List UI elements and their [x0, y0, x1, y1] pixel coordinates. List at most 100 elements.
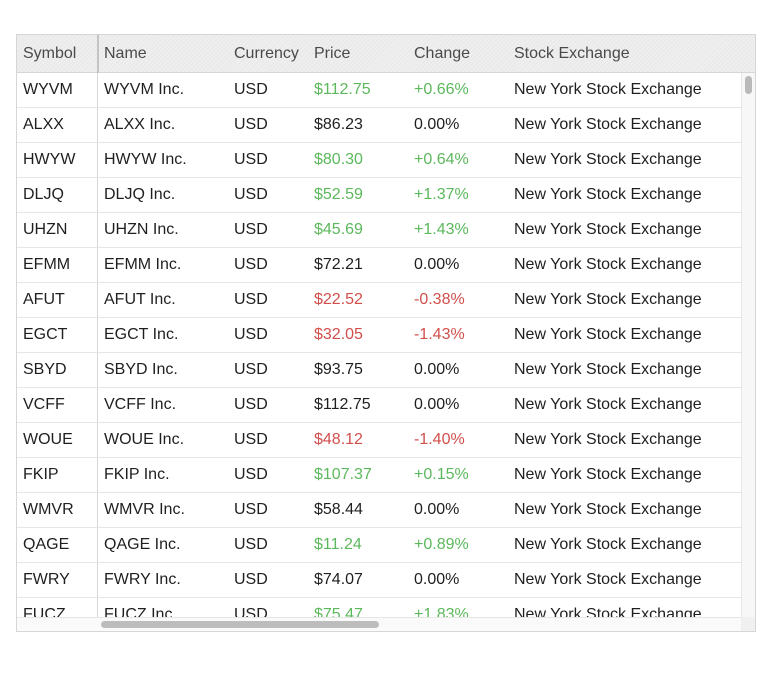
currency-cell[interactable]: USD [234, 326, 268, 343]
exchange-cell[interactable]: New York Stock Exchange [514, 361, 702, 378]
price-cell[interactable]: $74.07 [314, 571, 363, 588]
table-row[interactable]: HWYW HWYW Inc. USD $80.30 +0.64% New York Sto… [17, 143, 742, 178]
price-cell[interactable]: $32.05 [314, 326, 363, 343]
column-header-exchange[interactable]: Stock Exchange [514, 45, 630, 62]
change-cell[interactable]: +0.15% [414, 466, 469, 483]
currency-cell[interactable]: USD [234, 151, 268, 168]
symbol-cell[interactable]: ALXX [17, 108, 98, 142]
table-row[interactable]: DLJQ DLJQ Inc. USD $52.59 +1.37% New York Sto… [17, 178, 742, 213]
price-cell[interactable]: $45.69 [314, 221, 363, 238]
table-row[interactable]: ALXX ALXX Inc. USD $86.23 0.00% New York Stoc… [17, 108, 742, 143]
exchange-cell[interactable]: New York Stock Exchange [514, 536, 702, 553]
name-cell[interactable]: VCFF Inc. [104, 396, 177, 413]
change-cell[interactable]: +1.43% [414, 221, 469, 238]
symbol-cell[interactable]: WYVM [17, 73, 98, 107]
column-header-price[interactable]: Price [314, 45, 351, 62]
symbol-cell[interactable]: FKIP [17, 458, 98, 492]
vertical-scrollbar[interactable] [741, 73, 755, 618]
price-cell[interactable]: $48.12 [314, 431, 363, 448]
change-cell[interactable]: +1.83% [414, 606, 469, 618]
name-cell[interactable]: SBYD Inc. [104, 361, 178, 378]
price-cell[interactable]: $93.75 [314, 361, 363, 378]
name-cell[interactable]: ALXX Inc. [104, 116, 176, 133]
table-row[interactable]: EFMM EFMM Inc. USD $72.21 0.00% New York Stoc… [17, 248, 742, 283]
table-row[interactable]: QAGE QAGE Inc. USD $11.24 +0.89% New York Sto… [17, 528, 742, 563]
symbol-cell[interactable]: WMVR [17, 493, 98, 527]
currency-cell[interactable]: USD [234, 466, 268, 483]
table-row[interactable]: FUCZ FUCZ Inc. USD $75.47 +1.83% New York Sto… [17, 598, 742, 618]
change-cell[interactable]: -1.40% [414, 431, 465, 448]
name-cell[interactable]: HWYW Inc. [104, 151, 187, 168]
table-row[interactable]: AFUT AFUT Inc. USD $22.52 -0.38% New York Sto… [17, 283, 742, 318]
exchange-cell[interactable]: New York Stock Exchange [514, 431, 702, 448]
column-header-name[interactable]: Name [104, 45, 147, 62]
currency-cell[interactable]: USD [234, 81, 268, 98]
exchange-cell[interactable]: New York Stock Exchange [514, 326, 702, 343]
table-row[interactable]: WYVM WYVM Inc. USD $112.75 +0.66% New York St… [17, 73, 742, 108]
name-cell[interactable]: EGCT Inc. [104, 326, 179, 343]
change-cell[interactable]: 0.00% [414, 396, 460, 413]
symbol-cell[interactable]: WOUE [17, 423, 98, 457]
symbol-cell[interactable]: EGCT [17, 318, 98, 352]
name-cell[interactable]: EFMM Inc. [104, 256, 182, 273]
exchange-cell[interactable]: New York Stock Exchange [514, 221, 702, 238]
name-cell[interactable]: FWRY Inc. [104, 571, 181, 588]
name-cell[interactable]: WYVM Inc. [104, 81, 185, 98]
horizontal-scroll-thumb[interactable] [101, 621, 379, 628]
exchange-cell[interactable]: New York Stock Exchange [514, 81, 702, 98]
change-cell[interactable]: 0.00% [414, 256, 460, 273]
table-row[interactable]: UHZN UHZN Inc. USD $45.69 +1.43% New York Sto… [17, 213, 742, 248]
price-cell[interactable]: $72.21 [314, 256, 363, 273]
price-cell[interactable]: $86.23 [314, 116, 363, 133]
change-cell[interactable]: +1.37% [414, 186, 469, 203]
currency-cell[interactable]: USD [234, 396, 268, 413]
exchange-cell[interactable]: New York Stock Exchange [514, 256, 702, 273]
stock-data-grid[interactable]: Symbol Name Currency Price Change Stock … [16, 34, 756, 632]
name-cell[interactable]: QAGE Inc. [104, 536, 181, 553]
symbol-cell[interactable]: FUCZ [17, 598, 98, 618]
table-row[interactable]: WMVR WMVR Inc. USD $58.44 0.00% New York Stoc… [17, 493, 742, 528]
currency-cell[interactable]: USD [234, 291, 268, 308]
table-row[interactable]: VCFF VCFF Inc. USD $112.75 0.00% New York Sto… [17, 388, 742, 423]
horizontal-scrollbar[interactable] [17, 617, 742, 631]
exchange-cell[interactable]: New York Stock Exchange [514, 186, 702, 203]
exchange-cell[interactable]: New York Stock Exchange [514, 466, 702, 483]
price-cell[interactable]: $112.75 [314, 81, 371, 98]
column-header-change[interactable]: Change [414, 45, 471, 62]
currency-cell[interactable]: USD [234, 501, 268, 518]
exchange-cell[interactable]: New York Stock Exchange [514, 501, 702, 518]
currency-cell[interactable]: USD [234, 431, 268, 448]
symbol-cell[interactable]: FWRY [17, 563, 98, 597]
currency-cell[interactable]: USD [234, 606, 268, 618]
price-cell[interactable]: $107.37 [314, 466, 372, 483]
exchange-cell[interactable]: New York Stock Exchange [514, 606, 702, 618]
change-cell[interactable]: 0.00% [414, 571, 460, 588]
symbol-cell[interactable]: VCFF [17, 388, 98, 422]
exchange-cell[interactable]: New York Stock Exchange [514, 396, 702, 413]
currency-cell[interactable]: USD [234, 361, 268, 378]
change-cell[interactable]: +0.89% [414, 536, 469, 553]
change-cell[interactable]: -0.38% [414, 291, 465, 308]
exchange-cell[interactable]: New York Stock Exchange [514, 571, 702, 588]
price-cell[interactable]: $75.47 [314, 606, 363, 618]
name-cell[interactable]: AFUT Inc. [104, 291, 176, 308]
symbol-cell[interactable]: HWYW [17, 143, 98, 177]
exchange-cell[interactable]: New York Stock Exchange [514, 151, 702, 168]
table-row[interactable]: SBYD SBYD Inc. USD $93.75 0.00% New York Stoc… [17, 353, 742, 388]
name-cell[interactable]: FKIP Inc. [104, 466, 170, 483]
symbol-cell[interactable]: SBYD [17, 353, 98, 387]
change-cell[interactable]: 0.00% [414, 361, 460, 378]
symbol-cell[interactable]: EFMM [17, 248, 98, 282]
currency-cell[interactable]: USD [234, 536, 268, 553]
currency-cell[interactable]: USD [234, 256, 268, 273]
vertical-scroll-thumb[interactable] [745, 76, 752, 94]
column-header-symbol[interactable]: Symbol [23, 45, 77, 62]
name-cell[interactable]: WOUE Inc. [104, 431, 185, 448]
table-row[interactable]: WOUE WOUE Inc. USD $48.12 -1.40% New York Sto… [17, 423, 742, 458]
price-cell[interactable]: $112.75 [314, 396, 371, 413]
price-cell[interactable]: $11.24 [314, 536, 362, 553]
change-cell[interactable]: 0.00% [414, 116, 460, 133]
exchange-cell[interactable]: New York Stock Exchange [514, 116, 702, 133]
currency-cell[interactable]: USD [234, 571, 268, 588]
currency-cell[interactable]: USD [234, 186, 268, 203]
